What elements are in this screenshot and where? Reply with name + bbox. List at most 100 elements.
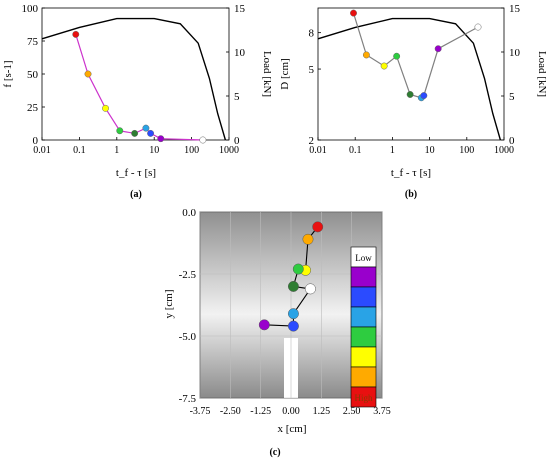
data-point bbox=[142, 124, 150, 132]
x-axis-ticks-c: -3.75 -2.50 -1.25 0.00 1.25 2.50 3.75 bbox=[190, 406, 391, 417]
y-tick-label: 100 bbox=[22, 3, 39, 15]
x-tick-label: 1 bbox=[114, 145, 119, 156]
data-point bbox=[474, 23, 482, 31]
data-point bbox=[199, 136, 207, 144]
x-tick-label: 0.00 bbox=[282, 406, 300, 417]
trajectory-point bbox=[258, 319, 270, 331]
y-axis-ticks-b: 2 5 8 bbox=[309, 28, 321, 147]
color-legend: Low High bbox=[350, 246, 377, 408]
panel-label-b: (b) bbox=[405, 189, 417, 200]
y-tick-label: -5.0 bbox=[179, 331, 197, 343]
x-tick-label: 0.1 bbox=[349, 145, 362, 156]
data-point bbox=[406, 91, 414, 98]
legend-swatch bbox=[350, 306, 377, 328]
xlabel-c: x [cm] bbox=[277, 423, 306, 435]
data-point bbox=[393, 52, 401, 60]
data-point bbox=[420, 92, 428, 100]
trajectory-point bbox=[292, 263, 304, 275]
y-axis-ticks-a: 0 25 50 75 100 bbox=[22, 3, 45, 147]
legend-swatch bbox=[350, 286, 377, 308]
data-point bbox=[84, 70, 92, 78]
x-tick-label: 0.01 bbox=[33, 145, 51, 156]
ylabel-b: D [cm] bbox=[279, 58, 291, 89]
load-series-line bbox=[41, 17, 227, 141]
legend-swatch bbox=[350, 266, 377, 288]
x-tick-label: 1.25 bbox=[313, 406, 331, 417]
y-tick-label: 0.0 bbox=[182, 207, 196, 219]
panel-label-a: (a) bbox=[130, 189, 142, 200]
x-tick-label: 10 bbox=[425, 145, 435, 156]
data-point bbox=[72, 30, 80, 38]
plot-area-a bbox=[41, 7, 230, 141]
legend-swatch bbox=[350, 346, 377, 368]
data-point bbox=[434, 45, 442, 53]
trajectory-point bbox=[287, 308, 299, 320]
y2-tick-label: 15 bbox=[509, 3, 521, 15]
data-point bbox=[116, 127, 124, 135]
trajectory-point bbox=[287, 320, 299, 332]
y-tick-label: -7.5 bbox=[179, 393, 197, 405]
data-point bbox=[157, 135, 165, 143]
trajectory-point bbox=[304, 283, 316, 295]
chart-b: 0.01 0.1 1 10 100 1000 2 5 8 0 5 10 15 D [cm] Load… bbox=[279, 3, 548, 200]
load-series-line bbox=[317, 17, 502, 141]
y2-axis-ticks-a: 0 5 10 15 bbox=[226, 3, 246, 147]
y2-tick-label: 15 bbox=[234, 3, 246, 15]
ylabel-c: y [cm] bbox=[163, 289, 175, 318]
x-tick-label: 2.50 bbox=[343, 406, 361, 417]
chart-a: 0.01 0.1 1 10 100 1000 0 25 50 75 100 0 5 10 15 f [s… bbox=[2, 3, 273, 200]
x-tick-label: -3.75 bbox=[190, 406, 211, 417]
legend-swatch bbox=[350, 386, 377, 408]
x-tick-label: 1000 bbox=[494, 145, 514, 156]
y2-tick-label: 5 bbox=[234, 91, 240, 103]
xlabel-b: t_f - τ [s] bbox=[391, 167, 431, 179]
panel-label-c: (c) bbox=[269, 447, 280, 458]
y2-tick-label: 5 bbox=[509, 91, 515, 103]
series-a bbox=[72, 30, 207, 144]
x-tick-label: 3.75 bbox=[373, 406, 391, 417]
legend-label-low: Low bbox=[355, 253, 372, 263]
x-tick-label: 0.01 bbox=[309, 145, 327, 156]
x-tick-label: 1000 bbox=[219, 145, 239, 156]
y-tick-label: 2 bbox=[309, 135, 315, 147]
xlabel-a: t_f - τ [s] bbox=[116, 167, 156, 179]
y-tick-label: 5 bbox=[309, 64, 315, 76]
y2-tick-label: 10 bbox=[234, 47, 246, 59]
trajectory-point bbox=[287, 280, 299, 292]
load-curve-a bbox=[41, 17, 227, 141]
ylabel-a: f [s-1] bbox=[2, 60, 14, 87]
y-tick-label: 8 bbox=[309, 28, 315, 40]
trajectory-point bbox=[312, 221, 324, 233]
data-point bbox=[102, 104, 109, 112]
x-tick-label: 100 bbox=[459, 145, 474, 156]
y-axis-ticks-c: 0.0 -2.5 -5.0 -7.5 bbox=[179, 207, 197, 405]
x-tick-label: 1 bbox=[390, 145, 395, 156]
path-c bbox=[258, 221, 324, 332]
y2label-a: Load [kN] bbox=[261, 51, 273, 97]
x-tick-label: -2.50 bbox=[220, 406, 241, 417]
x-tick-label: 0.1 bbox=[73, 145, 86, 156]
y2-tick-label: 10 bbox=[509, 47, 521, 59]
legend-swatch bbox=[350, 326, 377, 348]
legend-swatch bbox=[350, 366, 377, 388]
y2-axis-ticks-b: 0 5 10 15 bbox=[501, 3, 521, 147]
x-tick-label: 100 bbox=[184, 145, 199, 156]
y2-tick-label: 0 bbox=[234, 135, 240, 147]
data-point bbox=[362, 51, 370, 59]
y-tick-label: 25 bbox=[27, 102, 39, 114]
x-axis-ticks-b: 0.01 0.1 1 10 100 1000 bbox=[309, 137, 514, 156]
y2-tick-label: 0 bbox=[509, 135, 515, 147]
data-point bbox=[350, 9, 357, 17]
load-curve-b bbox=[317, 17, 502, 141]
trajectory-point bbox=[302, 233, 314, 245]
data-point bbox=[380, 62, 388, 70]
data-point bbox=[131, 129, 139, 137]
y2label-b: Load [kN] bbox=[536, 51, 548, 97]
data-point bbox=[147, 129, 155, 137]
y-tick-label: -2.5 bbox=[179, 269, 197, 281]
y-tick-label: 0 bbox=[33, 135, 39, 147]
x-tick-label: 10 bbox=[149, 145, 159, 156]
legend-label-high: High bbox=[355, 393, 374, 403]
y-tick-label: 75 bbox=[27, 36, 39, 48]
